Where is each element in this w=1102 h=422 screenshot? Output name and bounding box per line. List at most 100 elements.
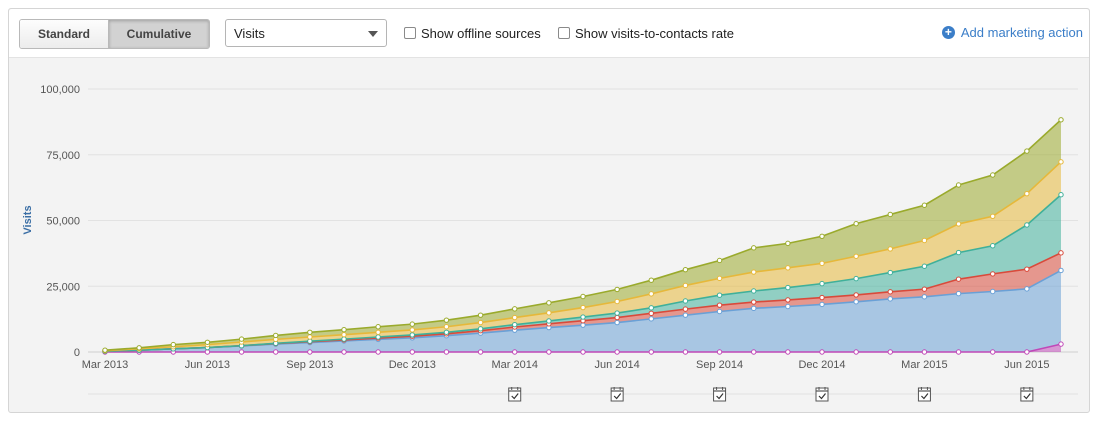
data-point[interactable] xyxy=(682,266,689,273)
data-point[interactable] xyxy=(716,292,723,298)
data-point[interactable] xyxy=(341,326,347,333)
data-point[interactable] xyxy=(409,332,415,338)
data-point[interactable] xyxy=(682,306,689,312)
data-point[interactable] xyxy=(819,349,825,355)
data-point[interactable] xyxy=(955,276,962,282)
data-point[interactable] xyxy=(238,349,245,355)
data-point[interactable] xyxy=(921,263,928,269)
data-point[interactable] xyxy=(307,329,313,335)
data-point[interactable] xyxy=(614,286,620,293)
data-point[interactable] xyxy=(716,257,723,264)
data-point[interactable] xyxy=(477,312,484,318)
data-point[interactable] xyxy=(580,314,586,320)
visits-rate-checkbox[interactable]: Show visits-to-contacts rate xyxy=(558,26,734,41)
data-point[interactable] xyxy=(512,314,518,321)
data-point[interactable] xyxy=(375,329,381,335)
data-point[interactable] xyxy=(1058,250,1064,256)
data-point[interactable] xyxy=(273,332,279,339)
data-point[interactable] xyxy=(477,319,484,326)
data-point[interactable] xyxy=(921,237,928,244)
data-point[interactable] xyxy=(955,349,962,355)
data-point[interactable] xyxy=(785,265,791,271)
data-point[interactable] xyxy=(819,260,825,267)
cumulative-button[interactable]: Cumulative xyxy=(109,20,209,48)
data-point[interactable] xyxy=(853,220,859,227)
data-point[interactable] xyxy=(204,349,211,355)
data-point[interactable] xyxy=(1058,192,1064,198)
data-point[interactable] xyxy=(751,245,757,251)
metric-select[interactable]: Visits xyxy=(225,19,387,47)
data-point[interactable] xyxy=(751,305,757,312)
data-point[interactable] xyxy=(1024,190,1030,197)
data-point[interactable] xyxy=(341,349,347,355)
data-point[interactable] xyxy=(546,318,552,324)
data-point[interactable] xyxy=(990,288,996,295)
data-point[interactable] xyxy=(341,336,347,342)
data-point[interactable] xyxy=(443,317,450,323)
data-point[interactable] xyxy=(819,301,825,308)
data-point[interactable] xyxy=(853,275,859,282)
data-point[interactable] xyxy=(990,349,996,355)
data-point[interactable] xyxy=(307,334,313,340)
calendar-check-icon[interactable] xyxy=(917,387,931,402)
data-point[interactable] xyxy=(614,310,620,316)
data-point[interactable] xyxy=(682,312,689,318)
offline-sources-checkbox[interactable]: Show offline sources xyxy=(404,26,541,41)
data-point[interactable] xyxy=(273,349,279,355)
data-point[interactable] xyxy=(853,253,859,259)
data-point[interactable] xyxy=(614,314,620,321)
data-point[interactable] xyxy=(955,221,962,227)
data-point[interactable] xyxy=(716,275,723,282)
data-point[interactable] xyxy=(136,345,142,351)
data-point[interactable] xyxy=(921,202,928,208)
data-point[interactable] xyxy=(409,327,415,333)
data-point[interactable] xyxy=(853,299,859,305)
data-point[interactable] xyxy=(1024,222,1030,228)
data-point[interactable] xyxy=(990,172,996,178)
data-point[interactable] xyxy=(921,349,928,355)
data-point[interactable] xyxy=(580,349,586,355)
data-point[interactable] xyxy=(785,297,791,303)
data-point[interactable] xyxy=(819,233,825,239)
data-point[interactable] xyxy=(102,347,108,353)
data-point[interactable] xyxy=(990,243,996,249)
data-point[interactable] xyxy=(751,299,757,305)
data-point[interactable] xyxy=(580,322,586,328)
data-point[interactable] xyxy=(887,269,893,276)
data-point[interactable] xyxy=(307,349,313,355)
data-point[interactable] xyxy=(990,271,996,277)
data-point[interactable] xyxy=(409,349,415,355)
checkbox-icon[interactable] xyxy=(404,27,416,39)
data-point[interactable] xyxy=(887,211,893,218)
data-point[interactable] xyxy=(512,321,518,328)
data-point[interactable] xyxy=(580,304,586,311)
data-point[interactable] xyxy=(921,294,928,300)
data-point[interactable] xyxy=(751,288,757,294)
data-point[interactable] xyxy=(477,349,484,355)
data-point[interactable] xyxy=(648,316,654,322)
data-point[interactable] xyxy=(648,277,654,283)
data-point[interactable] xyxy=(648,310,654,317)
data-point[interactable] xyxy=(546,310,552,316)
data-point[interactable] xyxy=(955,249,962,256)
data-point[interactable] xyxy=(751,349,757,355)
data-point[interactable] xyxy=(887,246,893,252)
data-point[interactable] xyxy=(546,349,552,355)
data-point[interactable] xyxy=(887,296,893,302)
checkbox-icon[interactable] xyxy=(558,27,570,39)
data-point[interactable] xyxy=(443,329,450,335)
data-point[interactable] xyxy=(716,349,723,355)
data-point[interactable] xyxy=(853,292,859,298)
data-point[interactable] xyxy=(1058,159,1064,165)
data-point[interactable] xyxy=(614,349,620,355)
data-point[interactable] xyxy=(716,302,723,308)
data-point[interactable] xyxy=(887,349,893,355)
data-point[interactable] xyxy=(819,280,825,287)
data-point[interactable] xyxy=(1024,148,1030,154)
data-point[interactable] xyxy=(682,349,689,355)
data-point[interactable] xyxy=(614,319,620,326)
data-point[interactable] xyxy=(853,349,859,355)
data-point[interactable] xyxy=(1024,266,1030,272)
data-point[interactable] xyxy=(785,303,791,310)
data-point[interactable] xyxy=(512,349,518,355)
